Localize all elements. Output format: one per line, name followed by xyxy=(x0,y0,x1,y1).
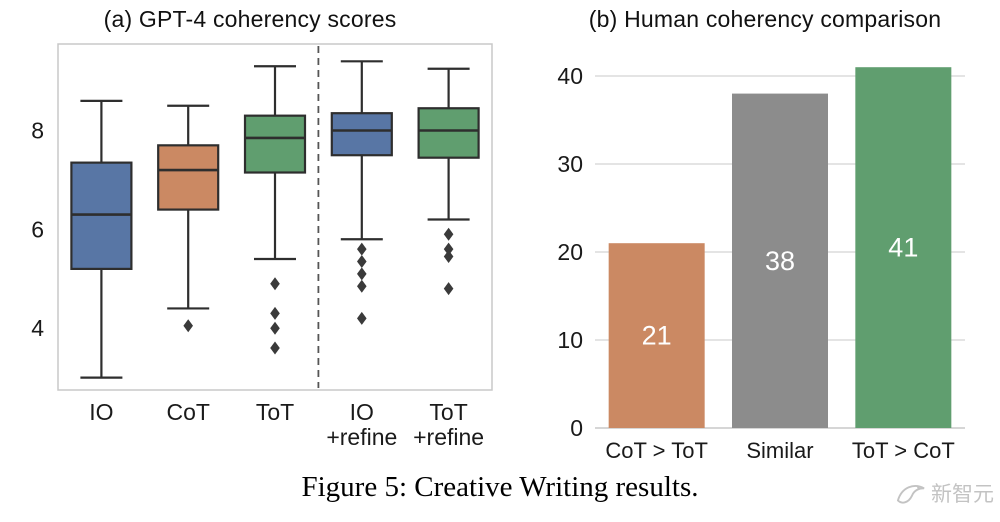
bar-chart-title: (b) Human coherency comparison xyxy=(588,6,942,32)
x-tick-label: CoT xyxy=(166,399,209,425)
x-tick-label: ToT xyxy=(429,399,467,425)
outlier-marker xyxy=(443,250,454,264)
x-tick-label: IO xyxy=(89,399,113,425)
outlier-marker xyxy=(270,277,280,291)
outlier-marker xyxy=(357,242,367,256)
y-tick-label: 10 xyxy=(557,327,583,353)
outlier-marker xyxy=(443,227,454,241)
x-tick-label: Similar xyxy=(746,438,813,463)
bar xyxy=(855,67,952,428)
outlier-marker xyxy=(357,311,367,325)
x-tick-label: ToT xyxy=(256,399,294,425)
bar-chart: 0 10 20 30 40 21 CoT > ToT 38 Similar 41 ToT > CoT xyxy=(557,63,965,463)
y-tick-label: 6 xyxy=(31,216,44,242)
outlier-marker xyxy=(357,279,367,293)
outlier-marker xyxy=(270,321,280,335)
bar-value-label: 21 xyxy=(642,321,672,351)
x-tick-label: IO xyxy=(350,399,374,425)
box xyxy=(330,112,393,157)
outlier-marker xyxy=(443,282,454,296)
bar-value-label: 38 xyxy=(765,246,795,276)
outlier-marker xyxy=(443,242,454,256)
y-tick-label: 0 xyxy=(570,415,583,441)
outlier-marker xyxy=(357,254,367,268)
y-tick-label: 30 xyxy=(557,151,583,177)
outlier-marker xyxy=(270,341,280,355)
watermark-bird-icon xyxy=(896,485,925,504)
outlier-marker xyxy=(270,306,280,320)
outlier-marker xyxy=(183,319,193,333)
bar xyxy=(608,243,705,428)
y-tick-label: 8 xyxy=(31,118,44,144)
box xyxy=(243,114,307,174)
x-tick-label: ToT > CoT xyxy=(852,438,955,463)
watermark-text: 新智元 xyxy=(931,483,994,506)
x-tick-label: +refine xyxy=(413,424,484,450)
x-tick-label: CoT > ToT xyxy=(605,438,708,463)
box xyxy=(157,144,220,211)
y-tick-label: 40 xyxy=(557,63,583,89)
outlier-marker xyxy=(357,267,367,281)
bar-value-label: 41 xyxy=(888,233,918,263)
y-tick-label: 20 xyxy=(557,239,583,265)
watermark: 新智元 xyxy=(889,478,994,508)
box xyxy=(417,107,480,159)
boxplot-chart-title: (a) GPT-4 coherency scores xyxy=(103,6,397,32)
y-tick-label: 4 xyxy=(31,315,44,341)
x-tick-label: +refine xyxy=(326,424,397,450)
bar xyxy=(732,93,828,428)
figure-caption: Figure 5: Creative Writing results. xyxy=(301,471,699,503)
